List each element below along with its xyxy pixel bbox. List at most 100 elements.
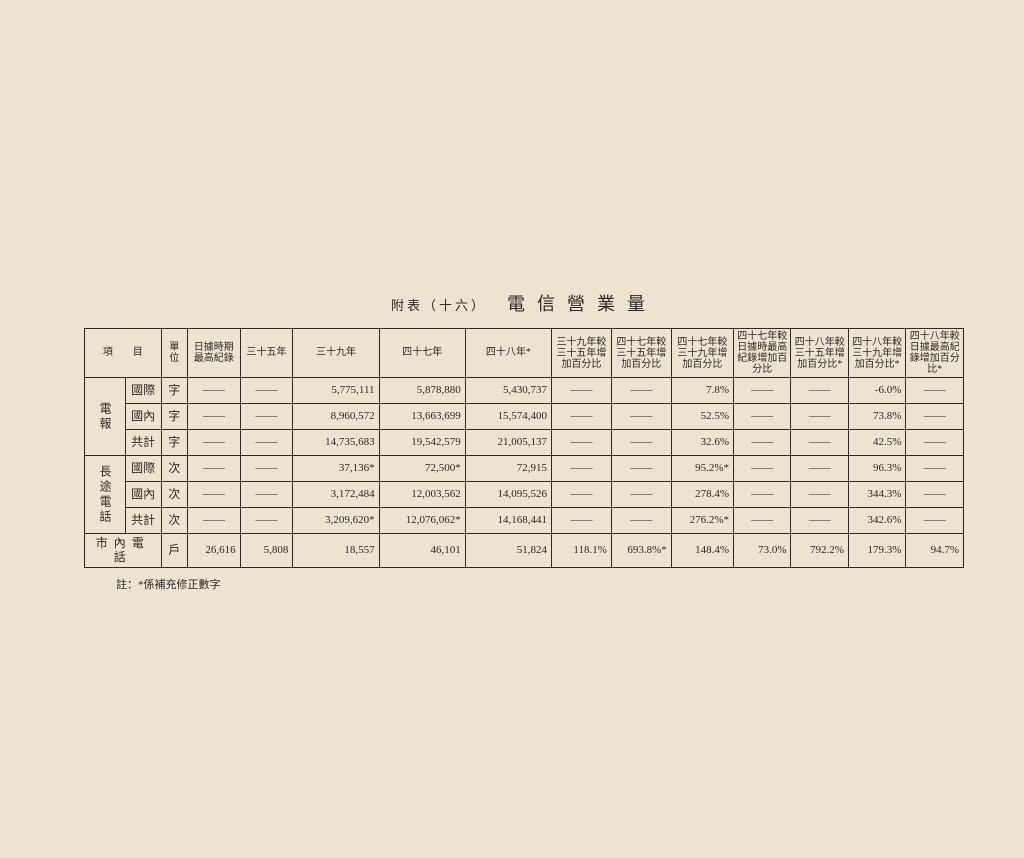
sub-label: 國際 (125, 378, 161, 404)
table-row: 國內次————3,172,48412,003,56214,095,526————… (85, 482, 964, 508)
sub-label: 國內 (125, 482, 161, 508)
unit-cell: 字 (161, 404, 187, 430)
col-h12: 四十八年較三十五年增加百分比* (791, 329, 848, 378)
data-table: 項 目 單位 日據時期最高紀錄 三十五年 三十九年 四十七年 四十八年* 三十九… (84, 328, 964, 568)
data-cell: —— (906, 508, 964, 534)
unit-cell: 字 (161, 430, 187, 456)
data-cell: 73.8% (848, 404, 905, 430)
footnote: 註：*係補充修正數字 (116, 576, 964, 592)
data-cell: —— (734, 456, 791, 482)
data-cell: 3,209,620* (293, 508, 379, 534)
data-cell: 37,136* (293, 456, 379, 482)
data-cell: —— (791, 404, 848, 430)
sub-label: 國內 (125, 404, 161, 430)
data-cell: 94.7% (906, 534, 964, 568)
data-cell: —— (734, 378, 791, 404)
data-cell: 12,003,562 (379, 482, 465, 508)
table-row: 國內字————8,960,57213,663,69915,574,400————… (85, 404, 964, 430)
data-cell: 342.6% (848, 508, 905, 534)
data-cell: —— (187, 508, 240, 534)
title-prefix: 附表（十六） (391, 298, 487, 313)
sub-label: 共計 (125, 430, 161, 456)
data-cell: 148.4% (671, 534, 733, 568)
col-h3: 日據時期最高紀錄 (187, 329, 240, 378)
data-cell: —— (240, 508, 293, 534)
data-cell: 26,616 (187, 534, 240, 568)
unit-cell: 次 (161, 482, 187, 508)
data-cell: 52.5% (671, 404, 733, 430)
data-cell: 46,101 (379, 534, 465, 568)
data-cell: 276.2%* (671, 508, 733, 534)
data-cell: —— (240, 456, 293, 482)
data-cell: —— (734, 430, 791, 456)
title-main: 電信營業量 (507, 294, 657, 314)
data-cell: —— (611, 430, 671, 456)
data-cell: 5,430,737 (465, 378, 551, 404)
data-cell: 18,557 (293, 534, 379, 568)
data-cell: —— (611, 508, 671, 534)
data-cell: 19,542,579 (379, 430, 465, 456)
col-h5: 三十九年 (293, 329, 379, 378)
table-title: 附表（十六） 電信營業量 (84, 290, 964, 316)
data-cell: 14,735,683 (293, 430, 379, 456)
data-cell: —— (734, 404, 791, 430)
group-label: 長途電話 (85, 456, 126, 534)
data-cell: 12,076,062* (379, 508, 465, 534)
data-cell: —— (187, 482, 240, 508)
table-row: 長途電話國際次————37,136*72,500*72,915————95.2%… (85, 456, 964, 482)
table-row: 電報國際字————5,775,1115,878,8805,430,737————… (85, 378, 964, 404)
data-cell: 51,824 (465, 534, 551, 568)
data-cell: —— (791, 508, 848, 534)
data-cell: —— (611, 482, 671, 508)
data-cell: —— (611, 456, 671, 482)
unit-cell: 字 (161, 378, 187, 404)
unit-cell: 戶 (161, 534, 187, 568)
col-h13: 四十八年較三十九年增加百分比* (848, 329, 905, 378)
table-row: 共計字————14,735,68319,542,57921,005,137———… (85, 430, 964, 456)
data-cell: 42.5% (848, 430, 905, 456)
data-cell: —— (240, 430, 293, 456)
data-cell: 13,663,699 (379, 404, 465, 430)
data-cell: —— (791, 482, 848, 508)
data-cell: —— (240, 404, 293, 430)
data-cell: —— (240, 378, 293, 404)
data-cell: 32.6% (671, 430, 733, 456)
data-cell: —— (552, 378, 612, 404)
data-cell: —— (906, 404, 964, 430)
col-h11: 四十七年較日據時最高紀錄增加百分比 (734, 329, 791, 378)
data-cell: 179.3% (848, 534, 905, 568)
data-cell: —— (187, 404, 240, 430)
group-label: 電報 (85, 378, 126, 456)
data-cell: 693.8%* (611, 534, 671, 568)
data-cell: 792.2% (791, 534, 848, 568)
col-h4: 三十五年 (240, 329, 293, 378)
data-cell: —— (187, 430, 240, 456)
data-cell: 72,500* (379, 456, 465, 482)
col-h10: 四十七年較三十九年增加百分比 (671, 329, 733, 378)
unit-cell: 次 (161, 456, 187, 482)
table-row: 市內電話戶26,6165,80818,55746,10151,824118.1%… (85, 534, 964, 568)
data-cell: 5,878,880 (379, 378, 465, 404)
document-page: 附表（十六） 電信營業量 項 目 單位 日據時期最高紀錄 三十五年 三十九年 四十… (84, 290, 964, 592)
data-cell: 5,775,111 (293, 378, 379, 404)
data-cell: 14,168,441 (465, 508, 551, 534)
data-cell: —— (611, 378, 671, 404)
single-row-label: 市內電話 (85, 534, 162, 568)
data-cell: 73.0% (734, 534, 791, 568)
data-cell: 7.8% (671, 378, 733, 404)
unit-cell: 次 (161, 508, 187, 534)
data-cell: —— (187, 378, 240, 404)
data-cell: 15,574,400 (465, 404, 551, 430)
data-cell: —— (906, 378, 964, 404)
data-cell: —— (611, 404, 671, 430)
data-cell: 21,005,137 (465, 430, 551, 456)
data-cell: —— (791, 378, 848, 404)
data-cell: —— (187, 456, 240, 482)
col-h14: 四十八年較日據最高紀錄增加百分比* (906, 329, 964, 378)
data-cell: —— (552, 508, 612, 534)
data-cell: —— (791, 430, 848, 456)
col-h7: 四十八年* (465, 329, 551, 378)
data-cell: 118.1% (552, 534, 612, 568)
data-cell: 3,172,484 (293, 482, 379, 508)
data-cell: 344.3% (848, 482, 905, 508)
